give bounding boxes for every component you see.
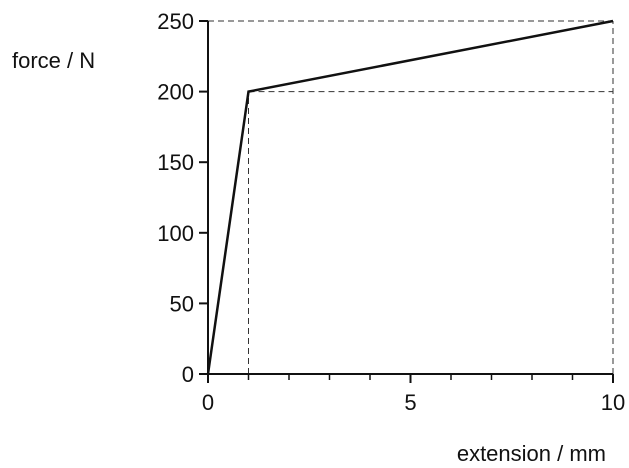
y-tick-label-50: 50: [170, 291, 194, 316]
y-tick-label-250: 250: [157, 9, 194, 34]
x-tick-label-5: 5: [404, 390, 416, 415]
series-layer: [206, 19, 614, 375]
reference-lines: [208, 20, 614, 374]
x-tick-label-10: 10: [601, 390, 625, 415]
axis-ticks: 0 50 100 150 200 250 0 5 10: [157, 9, 625, 415]
y-tick-label-100: 100: [157, 221, 194, 246]
x-tick-label-0: 0: [202, 390, 214, 415]
y-tick-label-200: 200: [157, 80, 194, 105]
y-tick-label-150: 150: [157, 150, 194, 175]
y-tick-label-0: 0: [182, 362, 194, 387]
x-axis-label: extension / mm: [457, 441, 606, 466]
series-line: [206, 19, 614, 375]
y-axis-label: force / N: [12, 48, 95, 73]
